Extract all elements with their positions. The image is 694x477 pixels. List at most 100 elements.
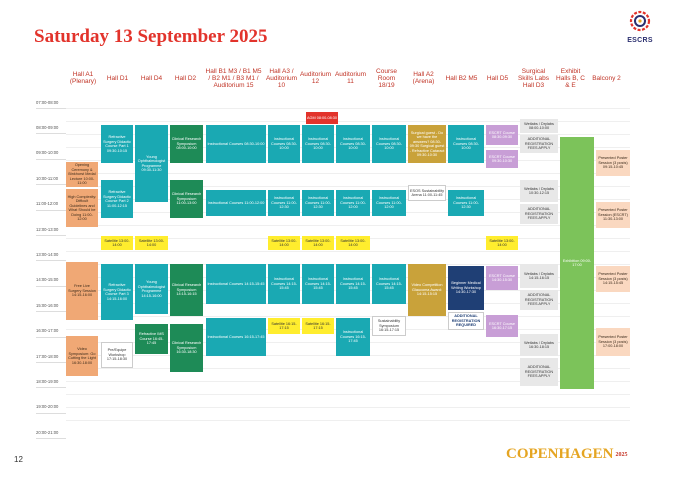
column-header: Hall D4 xyxy=(135,63,169,93)
event-refractive-3[interactable]: Refractive Surgery Didactic Course Part … xyxy=(101,264,133,320)
event-poster-2[interactable]: Presented Poster Session (ESCRT) 11:30-1… xyxy=(596,202,630,228)
escrs-logo-icon xyxy=(629,10,651,32)
column-header: Hall B2 M5 xyxy=(443,63,481,93)
time-slot-label: 15:00-16:00 xyxy=(36,299,66,313)
event-refractive-2[interactable]: Refractive Surgery Didactic Course Part … xyxy=(101,180,133,218)
event-clinical-1[interactable]: Clinical Research Symposium 08:00-10:00 xyxy=(170,125,203,163)
event-beginner-medical-writing[interactable]: Beginner Medical Writing Workshop 14:30-… xyxy=(448,266,484,310)
time-slot-label: 18:00-19:00 xyxy=(36,375,66,389)
column-header: Surgical Skills Labs Hall D3 xyxy=(515,63,553,93)
event-wetlabs-1[interactable]: Wetlabs / Drylabs 08:00-10:00 xyxy=(520,119,558,133)
time-slot-label: 20:00-21:00 xyxy=(36,426,66,440)
event-escrt-3[interactable]: ESCRT Course 14:30-15:30 xyxy=(486,266,518,290)
column-header: Hall D5 xyxy=(481,63,515,93)
event-addreg-required: ADDITIONAL REGISTRATION REQUIRED xyxy=(448,312,484,330)
event-ic-1f[interactable]: Instructional Courses 08:30-10:00 xyxy=(448,125,484,163)
event-clinical-3[interactable]: Clinical Research Symposium 14:15-16:15 xyxy=(170,264,203,316)
event-ic-3[interactable]: Instructional Courses 14:15-15:45 xyxy=(206,264,266,304)
column-header: Exhibit Halls B, C & E xyxy=(553,63,589,93)
event-sustainability[interactable]: Sustainability Symposium 16:15-17:15 xyxy=(372,316,406,336)
event-opening-ceremony[interactable]: Opening Ceremony & Binkhorst Medal Lectu… xyxy=(66,162,98,187)
event-satellite-5[interactable]: Satellite 13:00-14:00 xyxy=(336,236,370,250)
column-header: Hall D1 xyxy=(101,63,135,93)
event-ic-3e[interactable]: Instructional Courses 14:15-15:45 xyxy=(372,264,406,304)
column-header: Auditorium 12 xyxy=(299,63,333,93)
event-satellite-8[interactable]: Satellite 16:15-17:15 xyxy=(302,318,334,334)
time-slot-label: 16:00-17:00 xyxy=(36,325,66,338)
event-clinical-2[interactable]: Clinical Research Symposium 11:00-13:00 xyxy=(170,180,203,218)
event-satellite-6[interactable]: Satellite 13:00-14:00 xyxy=(486,236,518,250)
event-pre-equipe-workshop[interactable]: Pre/Equipe Workshop 17:15-18:30 xyxy=(101,342,133,368)
event-ic-3c[interactable]: Instructional Courses 14:15-15:45 xyxy=(302,264,334,304)
column-header: Auditorium 11 xyxy=(333,63,369,93)
event-poster-1[interactable]: Presented Poster Session (3 posts) 09:15… xyxy=(596,150,630,176)
time-slot-label: 13:00-14:00 xyxy=(36,248,66,262)
event-young-1[interactable]: Young Ophthalmologist Programme 09:30-11… xyxy=(135,125,168,202)
time-slot-label: 07:00-08:00 xyxy=(36,96,66,109)
event-satellite-4[interactable]: Satellite 13:00-14:00 xyxy=(302,236,334,250)
event-satellite-7[interactable]: Satellite 16:15-17:15 xyxy=(268,318,300,334)
event-addreg-1: ADDITIONAL REGISTRATION FEES APPLY xyxy=(520,135,558,153)
event-agm[interactable]: AGM 08:00-08:30 xyxy=(306,112,338,124)
copenhagen-logo: COPENHAGEN 2025 xyxy=(506,446,628,463)
time-slot-label: 09:00-10:00 xyxy=(36,147,66,160)
time-slot-label: 17:00-18:00 xyxy=(36,350,66,363)
column-header: Hall A1 (Plenary) xyxy=(66,63,101,93)
event-surgical-guest[interactable]: Surgical guest - Do we have the answers?… xyxy=(408,125,446,163)
page-title: Saturday 13 September 2025 xyxy=(34,26,268,47)
column-header: Hall B1 M3 / B1 M5 / B2 M1 / B3 M1 / Aud… xyxy=(203,63,265,93)
event-video-symposium[interactable]: Video Symposium: Go Cutting the Light 16… xyxy=(66,336,98,376)
column-header: Hall A2 (Arena) xyxy=(405,63,443,93)
footer-year: 2025 xyxy=(615,451,628,458)
page-number: 12 xyxy=(14,455,23,464)
event-ic-1e[interactable]: Instructional Courses 08:30-10:00 xyxy=(372,125,406,163)
event-high-complexity[interactable]: High Complexity: Difficult Guidelines an… xyxy=(66,189,98,227)
event-clinical-4[interactable]: Clinical Research Symposium 16:30-18:30 xyxy=(170,324,203,372)
event-wetlabs-2[interactable]: Wetlabs / Drylabs 10:30-12:15 xyxy=(520,180,558,202)
event-wetlabs-3[interactable]: Wetlabs / Drylabs 14:15-16:15 xyxy=(520,264,558,288)
event-escrt-1[interactable]: ESCRT Course 08:30-09:30 xyxy=(486,125,518,145)
event-addreg-4: ADDITIONAL REGISTRATION FEES APPLY xyxy=(520,358,558,386)
time-slot-label: 08:00-09:00 xyxy=(36,121,66,135)
event-ic-1b[interactable]: Instructional Courses 08:30-10:00 xyxy=(268,125,300,163)
event-addreg-3: ADDITIONAL REGISTRATION FEES APPLY xyxy=(520,290,558,310)
event-exhibition[interactable]: Exhibition 09:00-17:00 xyxy=(560,137,594,389)
event-esos[interactable]: ESOS Sustainability Arena 11:00-11:45 xyxy=(408,185,446,201)
event-ic-2e[interactable]: Instructional Courses 11:00-12:00 xyxy=(372,190,406,216)
event-satellite-1[interactable]: Satellite 13:00-14:00 xyxy=(101,236,133,250)
escrs-logo: ESCRS xyxy=(622,10,658,44)
event-refractive-ims[interactable]: Refractive IMS Course 16:45-17:45 xyxy=(135,324,168,354)
event-ic-1c[interactable]: Instructional Courses 08:30-10:00 xyxy=(302,125,334,163)
time-slot-label: 11:00-12:00 xyxy=(36,198,66,211)
event-escrt-2[interactable]: ESCRT Course 09:30-10:30 xyxy=(486,150,518,168)
column-header: Hall A3 / Auditorium 10 xyxy=(265,63,299,93)
logo-text: ESCRS xyxy=(627,37,653,44)
event-poster-3[interactable]: Presented Poster Session (3 posts) 14:15… xyxy=(596,266,630,292)
time-slot-label: 10:00-11:00 xyxy=(36,172,66,186)
time-slot-label: 14:00-15:00 xyxy=(36,274,66,287)
event-poster-4[interactable]: Presented Poster Session (3 posts) 17:00… xyxy=(596,328,630,356)
event-ic-2b[interactable]: Instructional Courses 11:00-12:30 xyxy=(268,190,300,216)
event-free-live-surgery[interactable]: Free Live Surgery Session 14:15-16:00 xyxy=(66,262,98,320)
event-escrt-4[interactable]: ESCRT Course 16:30-17:15 xyxy=(486,315,518,337)
event-satellite-3[interactable]: Satellite 13:00-14:00 xyxy=(268,236,300,250)
event-wetlabs-4[interactable]: Wetlabs / Drylabs 16:30-18:15 xyxy=(520,334,558,356)
event-ic-4b[interactable]: Instructional Courses 16:15-17:45 xyxy=(336,318,370,356)
event-addreg-2: ADDITIONAL REGISTRATION FEES APPLY xyxy=(520,204,558,224)
event-ic-4[interactable]: Instructional Courses 16:15-17:45 xyxy=(206,318,266,356)
event-ic-1[interactable]: Instructional Courses 08:30-10:00 xyxy=(206,125,266,163)
event-satellite-2[interactable]: Satellite 13:00-14:00 xyxy=(135,236,168,250)
event-ic-2d[interactable]: Instructional Courses 11:00-12:00 xyxy=(336,190,370,216)
event-refractive-1[interactable]: Refractive Surgery Didactic Course Part … xyxy=(101,125,133,163)
column-header: Course Room 18/19 xyxy=(369,63,405,93)
event-young-2[interactable]: Young Ophthalmologist Programme 14:15-16… xyxy=(135,264,168,314)
event-ic-1d[interactable]: Instructional Courses 08:30-10:00 xyxy=(336,125,370,163)
event-ic-2c[interactable]: Instructional Courses 11:00-12:30 xyxy=(302,190,334,216)
event-ic-2f[interactable]: Instructional Courses 11:00-12:30 xyxy=(448,190,484,216)
event-video-competition[interactable]: Video Competition Glaucoma Award: 14:15-… xyxy=(408,264,446,316)
event-ic-2[interactable]: Instructional Courses 11:00-12:00 xyxy=(206,190,266,216)
time-slot-label: 12:00-13:00 xyxy=(36,223,66,236)
event-ic-3b[interactable]: Instructional Courses 14:15-15:45 xyxy=(268,264,300,304)
column-header: Balcony 2 xyxy=(589,63,625,93)
event-ic-3d[interactable]: Instructional Courses 14:15-15:45 xyxy=(336,264,370,304)
